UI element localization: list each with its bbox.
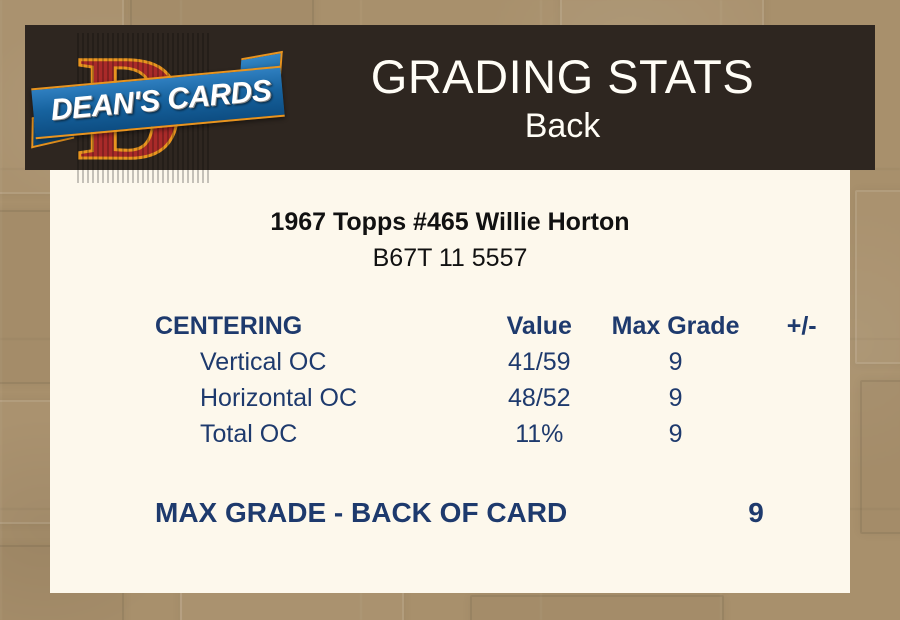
card-title: 1967 Topps #465 Willie Horton — [270, 208, 630, 236]
row-label: Horizontal OC — [200, 384, 357, 412]
row-value: 11% — [515, 420, 564, 448]
max-grade-label: MAX GRADE - BACK OF CARD — [155, 497, 568, 528]
row-max-grade: 9 — [668, 348, 683, 376]
column-header-value: Value — [506, 312, 572, 340]
centering-stats-table: CENTERING Value Max Grade +/- Vertical O… — [50, 308, 850, 452]
deans-cards-logo[interactable]: D DEAN'S CARDS — [25, 25, 290, 185]
table-header-row: CENTERING Value Max Grade +/- — [50, 308, 850, 344]
row-label: Total OC — [200, 420, 298, 448]
row-value: 48/52 — [508, 384, 571, 412]
column-header-centering: CENTERING — [155, 312, 303, 340]
background-card-decoration — [470, 595, 724, 620]
row-plus-minus — [753, 380, 850, 416]
row-label: Vertical OC — [200, 348, 327, 376]
page-header: D DEAN'S CARDS GRADING STATS Back — [25, 25, 875, 185]
table-row: Total OC 11% 9 — [50, 416, 850, 452]
row-max-grade: 9 — [668, 420, 683, 448]
max-grade-value: 9 — [748, 497, 764, 528]
card-code: B67T 11 5557 — [372, 244, 528, 272]
table-row: Horizontal OC 48/52 9 — [50, 380, 850, 416]
row-plus-minus — [753, 344, 850, 380]
content-panel: 1967 Topps #465 Willie Horton B67T 11 55… — [50, 170, 850, 593]
table-header: CENTERING Value Max Grade +/- — [50, 308, 850, 344]
page-subtitle: Back — [524, 106, 601, 145]
page-title: GRADING STATS — [370, 49, 755, 103]
row-max-grade: 9 — [668, 384, 683, 412]
background-card-decoration — [855, 190, 900, 364]
table-body: Vertical OC 41/59 9 Horizontal OC 48/52 … — [50, 344, 850, 452]
row-plus-minus — [753, 416, 850, 452]
row-value: 41/59 — [508, 348, 571, 376]
column-header-max-grade: Max Grade — [611, 312, 740, 340]
header-title-block: GRADING STATS Back — [290, 49, 875, 147]
max-grade-summary: MAX GRADE - BACK OF CARD 9 — [50, 494, 850, 532]
table-row: Vertical OC 41/59 9 — [50, 344, 850, 380]
column-header-plus-minus: +/- — [786, 312, 817, 340]
background-card-decoration — [860, 380, 900, 534]
